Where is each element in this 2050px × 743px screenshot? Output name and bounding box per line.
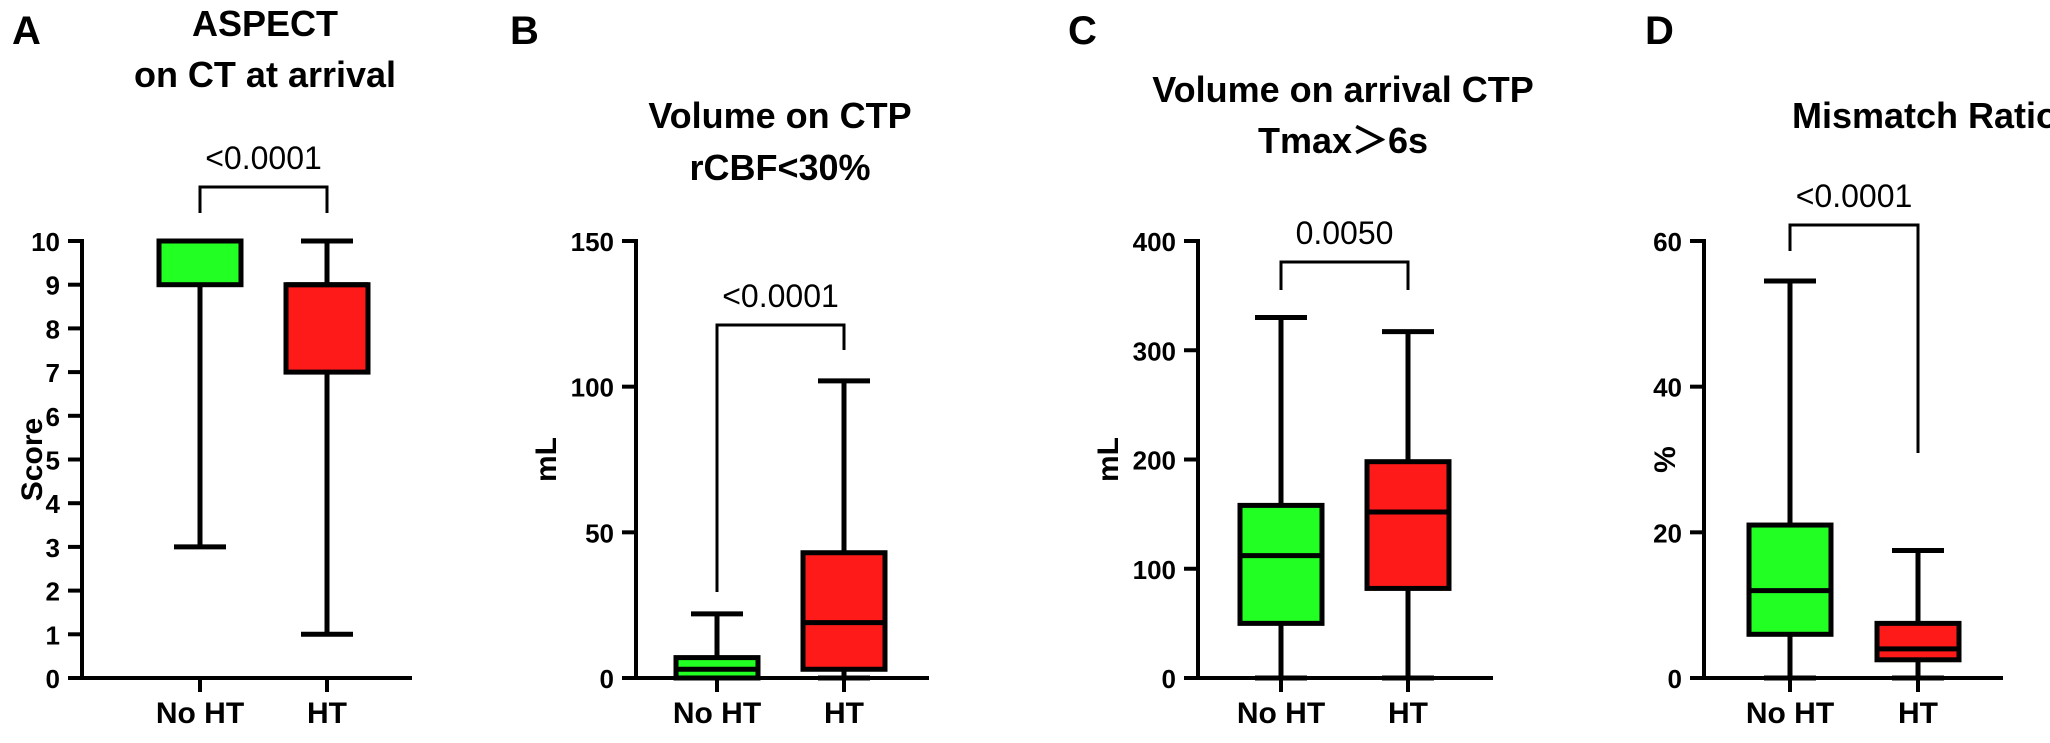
y-tick-label: 150 <box>571 227 614 257</box>
panel-title: on CT at arrival <box>134 54 396 95</box>
box-no-ht <box>156 238 244 288</box>
panel-title: Volume on CTP <box>648 95 911 136</box>
x-tick-label: No HT <box>1746 697 1834 730</box>
y-tick-label: 6 <box>46 402 60 432</box>
panel-title: Mismatch Ratio <box>1792 95 2050 136</box>
x-tick-label: No HT <box>156 697 244 730</box>
y-tick-label: 300 <box>1133 336 1176 366</box>
y-axis-label: Score <box>16 418 49 501</box>
significance-bracket <box>198 185 329 213</box>
y-tick-label: 5 <box>46 446 60 476</box>
y-axis-label: mL <box>1092 437 1125 482</box>
panel-title: ASPECT <box>192 3 338 44</box>
y-axis-label: mL <box>530 437 563 482</box>
x-tick-label: HT <box>1388 697 1428 730</box>
x-tick-label: No HT <box>673 697 761 730</box>
y-tick-label: 100 <box>571 373 614 403</box>
y-tick-label: 1 <box>46 620 60 650</box>
panel-letter: B <box>510 9 539 53</box>
significance-bracket <box>715 323 846 592</box>
p-value-label: 0.0050 <box>1296 215 1394 251</box>
y-tick-label: 10 <box>31 227 60 257</box>
significance-bracket <box>1788 223 1920 453</box>
y-tick-label: 40 <box>1653 373 1682 403</box>
box-ht <box>283 282 371 375</box>
y-tick-label: 0 <box>1668 664 1682 694</box>
y-tick-label: 7 <box>46 358 60 388</box>
p-value-label: <0.0001 <box>205 140 322 176</box>
x-tick-label: HT <box>824 697 864 730</box>
x-tick-label: HT <box>307 697 347 730</box>
x-tick-label: HT <box>1898 697 1938 730</box>
y-tick-label: 0 <box>600 664 614 694</box>
y-tick-label: 100 <box>1133 555 1176 585</box>
box-no-ht <box>1746 522 1834 637</box>
y-tick-label: 3 <box>46 533 60 563</box>
panel-title: rCBF<30% <box>689 147 870 188</box>
panel-B: B Volume on CTP rCBF<30% mL 0 50 100 150 No HT HT… <box>510 9 929 730</box>
y-tick-label: 0 <box>46 664 60 694</box>
panel-letter: A <box>12 9 41 53</box>
y-tick-label: 0 <box>1162 664 1176 694</box>
panel-D: D Mismatch Ratio% 0 20 40 60 No HT HT <0.0001 <box>1645 9 2050 730</box>
y-tick-label: 50 <box>585 518 614 548</box>
y-tick-label: 4 <box>46 489 61 519</box>
p-value-label: <0.0001 <box>1796 178 1913 214</box>
y-tick-label: 20 <box>1653 518 1682 548</box>
panel-title: Tmax＞6s <box>1258 120 1428 161</box>
y-tick-label: 400 <box>1133 227 1176 257</box>
y-axis-label: % <box>1649 446 1682 473</box>
panel-letter: D <box>1645 9 1674 53</box>
y-tick-label: 8 <box>46 314 60 344</box>
significance-bracket <box>1279 260 1410 290</box>
panel-C: C Volume on arrival CTP Tmax＞6s mL 0 100 200 30… <box>1068 9 1534 730</box>
box-no-ht <box>1237 502 1325 626</box>
panel-title: Volume on arrival CTP <box>1152 69 1533 110</box>
panel-A: A ASPECT on CT at arrival Score 0 1 2 3 4 5 6 7 8 9 10… <box>12 3 412 730</box>
y-tick-label: 60 <box>1653 227 1682 257</box>
box-ht <box>1874 620 1962 663</box>
x-tick-label: No HT <box>1237 697 1325 730</box>
p-value-label: <0.0001 <box>722 278 839 314</box>
box-ht <box>800 550 888 672</box>
y-tick-label: 2 <box>46 577 60 607</box>
box-ht <box>1364 459 1452 591</box>
y-tick-label: 200 <box>1133 446 1176 476</box>
y-tick-label: 9 <box>46 271 60 301</box>
panel-letter: C <box>1068 9 1097 53</box>
